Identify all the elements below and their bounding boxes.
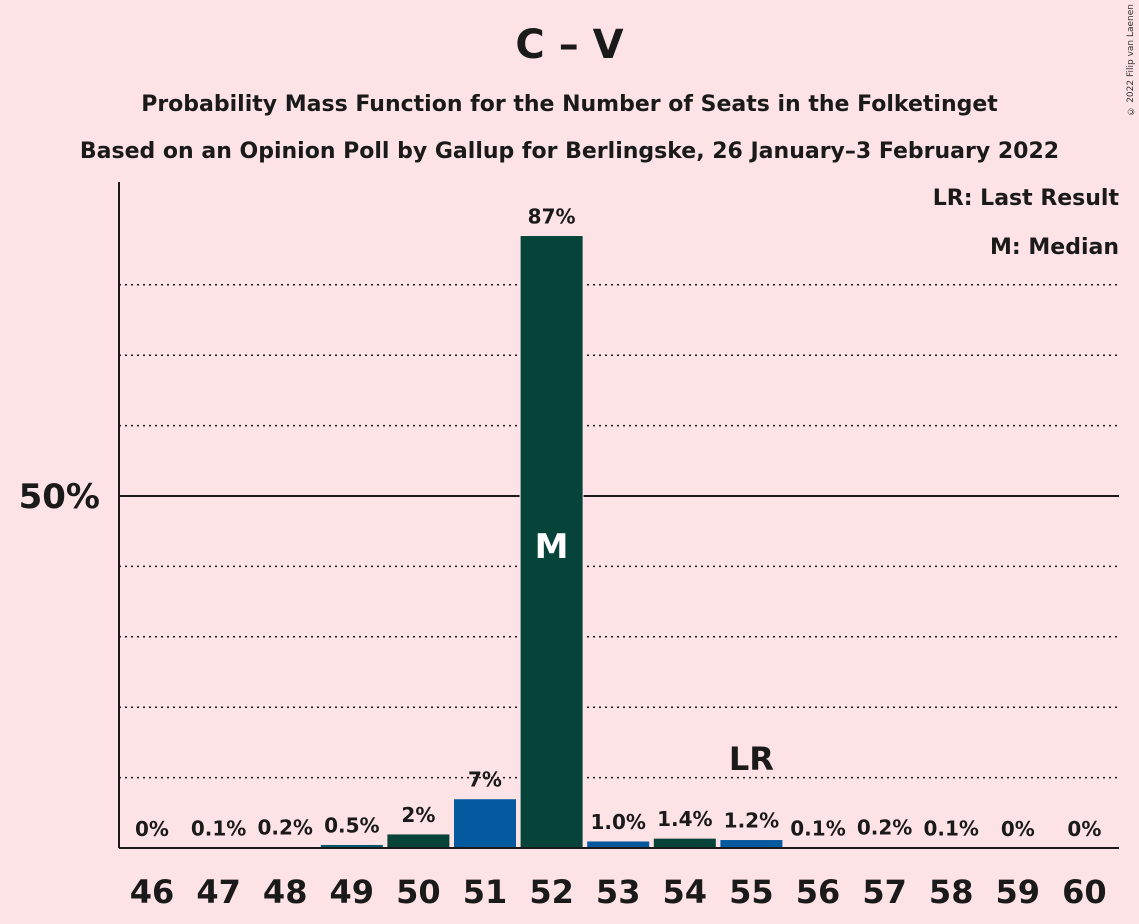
value-label-58: 0.1% [923, 816, 978, 840]
x-tick-label-58: 58 [929, 873, 974, 911]
value-label-57: 0.2% [857, 816, 912, 840]
value-label-54: 1.4% [657, 807, 712, 831]
bar-53 [586, 840, 651, 849]
value-label-60: 0% [1067, 817, 1101, 841]
x-tick-label-53: 53 [596, 873, 641, 911]
value-label-51: 7% [468, 768, 502, 792]
value-label-46: 0% [135, 817, 169, 841]
bar-50 [386, 833, 451, 849]
bar-54 [652, 837, 717, 849]
x-tick-label-47: 47 [196, 873, 241, 911]
value-label-55: 1.2% [724, 809, 779, 833]
value-label-50: 2% [401, 803, 435, 827]
legend-last-result: LR: Last Result [932, 186, 1119, 211]
median-marker: M [535, 527, 569, 567]
chart-subtitle-source: Based on an Opinion Poll by Gallup for B… [79, 139, 1060, 164]
x-tick-label-60: 60 [1062, 873, 1107, 911]
chart-title: C – V [515, 22, 624, 68]
x-tick-label-57: 57 [862, 873, 907, 911]
value-label-59: 0% [1001, 817, 1035, 841]
value-label-53: 1.0% [590, 810, 645, 834]
y-tick-label: 50% [19, 477, 100, 517]
x-tick-label-51: 51 [463, 873, 508, 911]
value-label-47: 0.1% [191, 816, 246, 840]
value-label-49: 0.5% [324, 813, 379, 837]
value-label-48: 0.2% [257, 816, 312, 840]
bar-55 [719, 839, 784, 849]
legend-median: M: Median [990, 235, 1119, 260]
value-label-56: 0.1% [790, 816, 845, 840]
x-tick-label-59: 59 [996, 873, 1041, 911]
x-tick-label-48: 48 [263, 873, 308, 911]
chart-subtitle: Probability Mass Function for the Number… [141, 92, 998, 117]
bar-52 [519, 235, 584, 849]
value-label-52: 87% [528, 205, 576, 229]
x-tick-label-56: 56 [796, 873, 841, 911]
bar-51 [453, 798, 517, 849]
last-result-marker: LR [729, 740, 774, 778]
x-tick-label-52: 52 [529, 873, 574, 911]
x-tick-label-55: 55 [729, 873, 774, 911]
x-tick-label-50: 50 [396, 873, 441, 911]
x-tick-label-54: 54 [663, 873, 708, 911]
x-tick-label-49: 49 [330, 873, 375, 911]
x-tick-label-46: 46 [130, 873, 175, 911]
